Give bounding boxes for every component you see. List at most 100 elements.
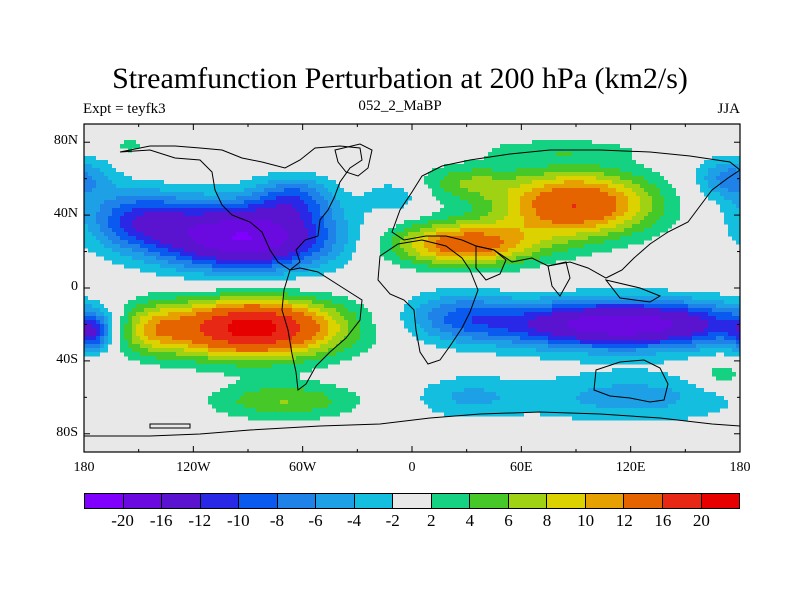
field-cell xyxy=(344,244,356,249)
field-cell xyxy=(340,252,352,257)
field-cell xyxy=(428,172,448,177)
field-cell xyxy=(424,176,444,181)
field-cell xyxy=(608,220,624,225)
field-cell xyxy=(100,224,108,229)
field-cell xyxy=(276,204,292,209)
field-cell xyxy=(568,240,604,245)
field-cell xyxy=(640,196,652,201)
field-cell xyxy=(84,204,100,209)
field-cell xyxy=(732,236,740,241)
field-cell xyxy=(660,188,676,193)
field-cell xyxy=(88,248,112,253)
field-cell xyxy=(252,192,268,197)
field-cell xyxy=(544,172,604,177)
field-cell xyxy=(332,208,344,213)
field-cell xyxy=(308,304,324,309)
field-cell xyxy=(216,408,256,413)
field-cell xyxy=(440,236,500,241)
legend-label: -20 xyxy=(111,511,134,530)
field-cell xyxy=(348,324,360,329)
field-cell xyxy=(280,244,300,249)
legend-label: -16 xyxy=(149,511,173,530)
field-cell xyxy=(112,228,124,233)
field-cell xyxy=(196,252,288,257)
field-cell xyxy=(328,232,336,237)
field-cell xyxy=(452,324,488,329)
field-cell xyxy=(632,188,644,193)
field-cell xyxy=(336,232,348,237)
field-cell xyxy=(324,196,336,201)
field-cell xyxy=(132,340,144,345)
field-cell xyxy=(108,220,120,225)
field-cell xyxy=(504,216,524,221)
field-cell xyxy=(84,352,100,357)
field-cell xyxy=(168,260,192,265)
field-cell xyxy=(664,200,680,205)
field-cell xyxy=(416,336,440,341)
field-cell xyxy=(496,220,524,225)
field-cell xyxy=(584,308,660,313)
field-cell xyxy=(492,168,516,173)
field-cell xyxy=(120,332,124,337)
field-cell xyxy=(692,336,716,341)
field-cell xyxy=(100,328,104,333)
field-cell xyxy=(268,348,292,353)
field-cell xyxy=(660,192,676,197)
field-cell xyxy=(320,192,332,197)
field-cell xyxy=(644,228,668,233)
field-cell xyxy=(616,204,628,209)
field-cell xyxy=(612,212,624,217)
field-cell xyxy=(656,220,676,225)
field-cell xyxy=(640,204,652,209)
field-cell xyxy=(112,260,144,265)
field-cell xyxy=(344,304,364,309)
field-cell xyxy=(540,192,608,197)
x-tick-label: 120W xyxy=(176,460,211,475)
legend-label: 4 xyxy=(465,511,475,530)
y-tick-label: 0 xyxy=(71,279,78,294)
field-cell xyxy=(160,340,192,345)
field-cell xyxy=(312,260,328,265)
field-cell xyxy=(124,328,132,333)
field-cell xyxy=(140,336,148,341)
field-cell xyxy=(460,180,532,185)
field-cell xyxy=(84,200,104,205)
field-cell xyxy=(512,252,532,257)
field-cell xyxy=(108,316,112,321)
field-cell xyxy=(552,332,608,337)
field-cell xyxy=(216,192,252,197)
field-cell xyxy=(596,176,620,181)
field-cell xyxy=(708,320,740,325)
field-cell xyxy=(708,168,728,173)
legend-label: 6 xyxy=(504,511,513,530)
field-cell xyxy=(172,336,212,341)
field-cell xyxy=(312,316,324,321)
field-cell xyxy=(148,336,172,341)
field-cell xyxy=(272,264,300,269)
field-cell xyxy=(568,320,672,325)
field-cell xyxy=(636,348,700,353)
field-cell xyxy=(716,336,724,341)
field-cell xyxy=(624,228,644,233)
field-cell xyxy=(112,212,124,217)
field-cell xyxy=(316,352,336,357)
field-cell xyxy=(644,188,660,193)
field-cell xyxy=(664,204,680,209)
field-cell xyxy=(540,296,692,301)
field-cell xyxy=(336,256,352,261)
field-cell xyxy=(492,208,508,213)
field-cell xyxy=(156,272,204,277)
field-cell xyxy=(616,200,628,205)
field-cell xyxy=(140,360,196,365)
field-cell xyxy=(344,348,368,353)
field-cell xyxy=(152,316,180,321)
field-cell xyxy=(380,240,392,245)
field-cell xyxy=(324,220,336,225)
field-cell xyxy=(412,244,424,249)
field-cell xyxy=(144,260,168,265)
field-cell xyxy=(312,196,324,201)
field-cell xyxy=(272,332,296,337)
field-cell xyxy=(308,228,316,233)
field-cell xyxy=(604,240,644,245)
field-cell xyxy=(496,260,524,265)
